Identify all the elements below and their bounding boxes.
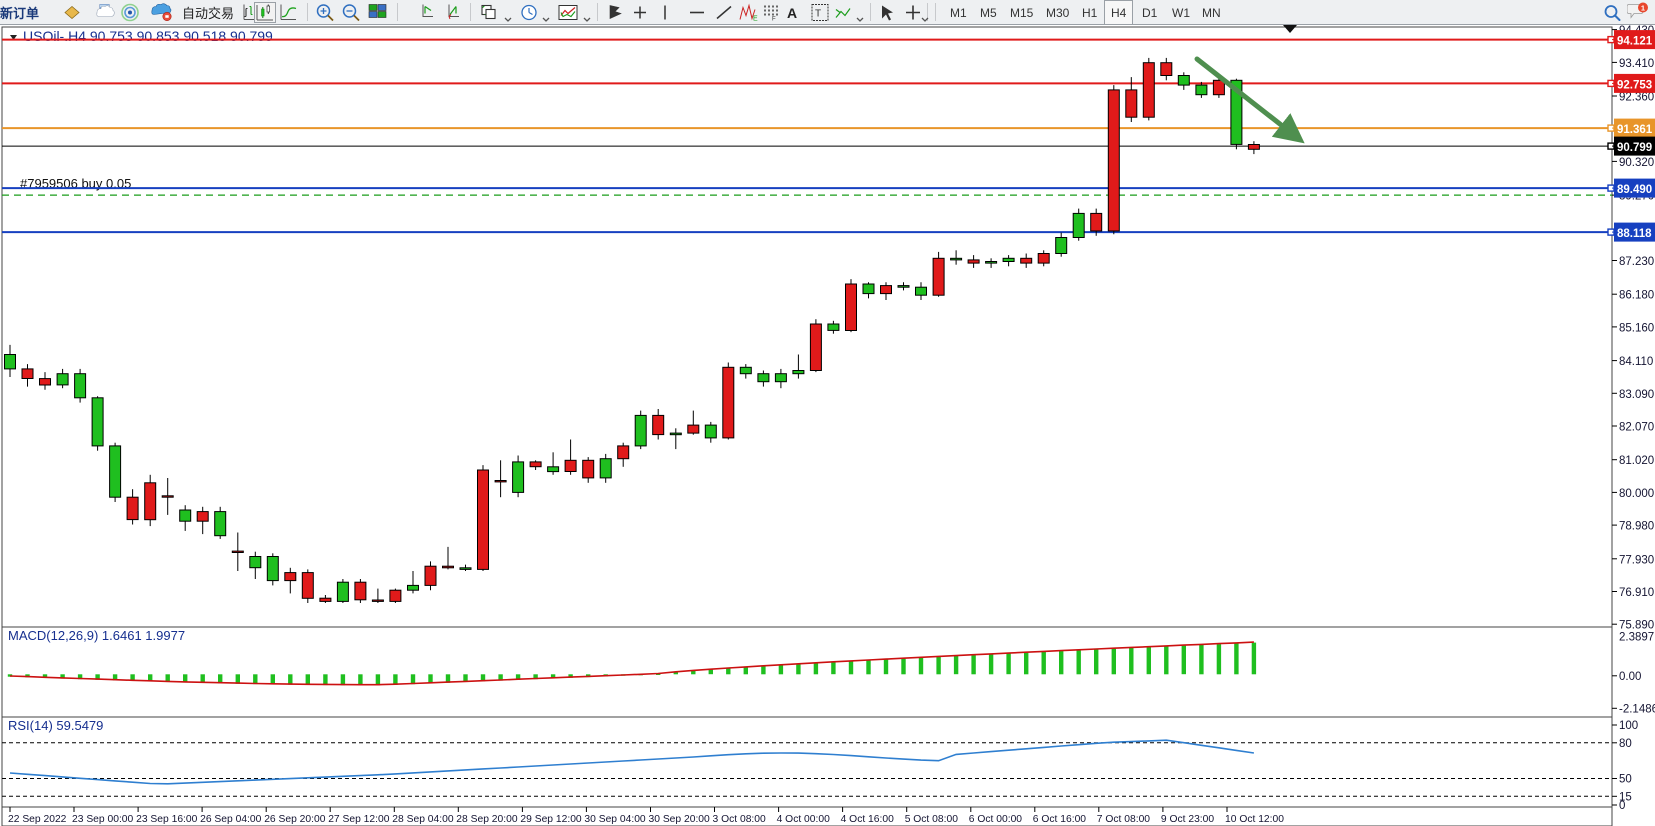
- svg-text:26 Sep 04:00: 26 Sep 04:00: [200, 814, 262, 825]
- svg-text:6 Oct 00:00: 6 Oct 00:00: [969, 814, 1023, 825]
- svg-text:88.118: 88.118: [1617, 228, 1652, 240]
- svg-text:75.890: 75.890: [1619, 620, 1654, 632]
- svg-text:9 Oct 23:00: 9 Oct 23:00: [1161, 814, 1215, 825]
- svg-text:92.753: 92.753: [1617, 79, 1652, 91]
- svg-text:89.490: 89.490: [1617, 184, 1652, 196]
- svg-text:85.160: 85.160: [1619, 322, 1654, 334]
- svg-text:4 Oct 16:00: 4 Oct 16:00: [841, 814, 895, 825]
- svg-text:77.930: 77.930: [1619, 554, 1654, 566]
- svg-text:93.410: 93.410: [1619, 58, 1654, 70]
- svg-text:0.00: 0.00: [1619, 671, 1641, 683]
- svg-text:RSI(14) 59.5479: RSI(14) 59.5479: [8, 718, 103, 733]
- svg-text:3 Oct 08:00: 3 Oct 08:00: [713, 814, 767, 825]
- svg-text:28 Sep 04:00: 28 Sep 04:00: [392, 814, 454, 825]
- svg-text:30 Sep 04:00: 30 Sep 04:00: [584, 814, 646, 825]
- svg-text:78.980: 78.980: [1619, 521, 1654, 533]
- svg-text:USOil-.H4 90.753 90.853 90.51: USOil-.H4 90.753 90.853 90.518 90.799: [23, 28, 273, 44]
- svg-text:50: 50: [1619, 774, 1632, 786]
- svg-text:90.320: 90.320: [1619, 157, 1654, 169]
- svg-text:76.910: 76.910: [1619, 587, 1654, 599]
- svg-text:29 Sep 12:00: 29 Sep 12:00: [520, 814, 582, 825]
- svg-text:82.070: 82.070: [1619, 422, 1654, 434]
- svg-text:E: E: [753, 16, 758, 23]
- svg-text:MACD(12,26,9) 1.6461 1.9977: MACD(12,26,9) 1.6461 1.9977: [8, 628, 185, 643]
- svg-text:91.361: 91.361: [1617, 124, 1653, 136]
- svg-text:7 Oct 08:00: 7 Oct 08:00: [1097, 814, 1151, 825]
- svg-text:10 Oct 12:00: 10 Oct 12:00: [1225, 814, 1284, 825]
- svg-text:87.230: 87.230: [1619, 256, 1654, 268]
- svg-text:5 Oct 08:00: 5 Oct 08:00: [905, 814, 959, 825]
- svg-text:26 Sep 20:00: 26 Sep 20:00: [264, 814, 326, 825]
- svg-text:T: T: [815, 9, 821, 20]
- svg-text:2.3897: 2.3897: [1619, 631, 1654, 643]
- svg-text:0: 0: [1619, 800, 1625, 812]
- svg-text:-2.1486: -2.1486: [1619, 703, 1655, 715]
- svg-text:84.110: 84.110: [1619, 356, 1653, 368]
- svg-text:F: F: [772, 17, 776, 23]
- svg-text:92.360: 92.360: [1619, 92, 1654, 104]
- svg-text:83.090: 83.090: [1619, 389, 1654, 401]
- svg-text:94.121: 94.121: [1617, 36, 1653, 48]
- svg-text:100: 100: [1619, 720, 1638, 732]
- svg-text:23 Sep 00:00: 23 Sep 00:00: [72, 814, 134, 825]
- svg-text:86.180: 86.180: [1619, 290, 1654, 302]
- svg-text:30 Sep 20:00: 30 Sep 20:00: [649, 814, 711, 825]
- svg-text:80.000: 80.000: [1619, 488, 1654, 500]
- svg-text:90.799: 90.799: [1617, 142, 1652, 154]
- svg-text:23 Sep 16:00: 23 Sep 16:00: [136, 814, 198, 825]
- svg-text:6 Oct 16:00: 6 Oct 16:00: [1033, 814, 1087, 825]
- svg-text:27 Sep 12:00: 27 Sep 12:00: [328, 814, 390, 825]
- svg-text:28 Sep 20:00: 28 Sep 20:00: [456, 814, 518, 825]
- svg-text:1: 1: [1641, 4, 1645, 13]
- svg-text:22 Sep 2022: 22 Sep 2022: [8, 814, 67, 825]
- svg-text:4 Oct 00:00: 4 Oct 00:00: [777, 814, 831, 825]
- svg-text:81.020: 81.020: [1619, 455, 1654, 467]
- svg-text:80: 80: [1619, 738, 1632, 750]
